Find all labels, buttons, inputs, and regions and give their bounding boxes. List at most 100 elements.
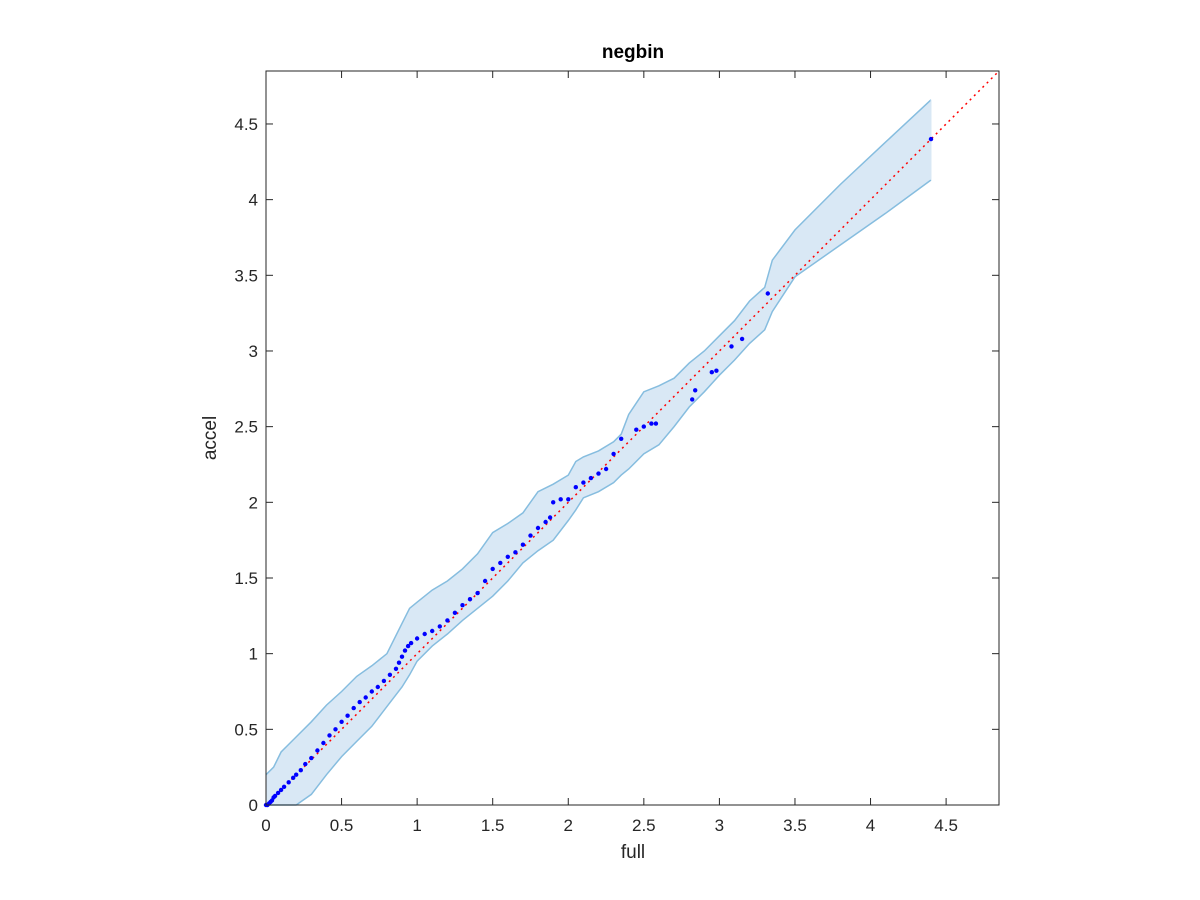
x-tick-label: 0 [261, 816, 270, 835]
data-point [430, 628, 435, 634]
data-point [603, 466, 609, 472]
data-point [513, 550, 518, 555]
reference-line [265, 70, 1000, 806]
x-tick-label: 2 [564, 816, 573, 835]
y-tick-label: 4 [249, 191, 258, 210]
data-point [393, 666, 399, 671]
data-point [490, 566, 495, 572]
data-point [581, 480, 586, 485]
y-tick-label: 0 [249, 796, 258, 815]
band-upper-edge [265, 99, 932, 776]
data-point [460, 603, 465, 608]
data-point [414, 636, 420, 641]
data-point [566, 497, 571, 502]
data-point [445, 618, 450, 623]
y-axis: 0 0.5 1 1.5 2 2.5 3 3.5 4 4.5 [234, 115, 999, 815]
data-point [543, 519, 548, 525]
data-point [928, 136, 934, 142]
y-tick-label: 3.5 [234, 266, 258, 285]
data-point [327, 733, 332, 738]
data-point [272, 793, 278, 799]
data-point [309, 755, 314, 761]
y-tick-label: 0.5 [234, 720, 258, 739]
data-point [693, 388, 698, 393]
data-point [452, 610, 458, 615]
x-tick-label: 4 [866, 816, 875, 835]
data-point [381, 678, 387, 684]
x-tick-label: 3.5 [783, 816, 807, 835]
data-point [278, 787, 284, 793]
data-point [321, 740, 326, 746]
y-tick-label: 2.5 [234, 418, 258, 437]
data-point [634, 427, 639, 432]
data-point [619, 436, 624, 441]
data-point [396, 660, 402, 665]
data-point [345, 713, 350, 718]
data-point [729, 344, 734, 349]
y-tick-label: 2 [249, 493, 258, 512]
data-point [303, 761, 308, 767]
data-point [291, 775, 296, 780]
data-point [408, 640, 414, 646]
y-tick-label: 3 [249, 342, 258, 361]
x-axis: 0 0.5 1 1.5 2 2.5 3 3.5 4 4.5 [261, 71, 958, 835]
axes-frame [265, 70, 1000, 806]
data-point [298, 768, 303, 773]
data-point [551, 500, 556, 505]
reference-line-layer [265, 70, 1000, 806]
data-point [498, 560, 503, 566]
y-tick-label: 1 [249, 645, 258, 664]
data-point [351, 705, 356, 711]
x-tick-label: 0.5 [330, 816, 354, 835]
data-point [375, 684, 380, 690]
data-point [520, 542, 526, 547]
x-tick-label: 3 [715, 816, 724, 835]
data-point [422, 631, 427, 637]
data-point [690, 397, 695, 402]
data-point [399, 654, 405, 659]
data-point [573, 485, 578, 490]
data-point [709, 370, 714, 375]
data-point [505, 554, 510, 559]
band-lower-edge [266, 179, 932, 806]
data-point [467, 597, 473, 602]
chart-title: negbin [602, 42, 664, 63]
data-point [653, 421, 659, 426]
data-point [281, 784, 287, 789]
data-point [482, 578, 488, 584]
x-tick-label: 2.5 [632, 816, 656, 835]
data-point [611, 451, 616, 457]
data-point [535, 525, 541, 531]
data-point [475, 590, 480, 596]
data-point [765, 291, 770, 296]
x-tick-label: 1 [412, 816, 421, 835]
data-point [357, 699, 362, 705]
data-point [641, 424, 646, 429]
data-point [588, 475, 594, 481]
y-axis-label: accel [200, 416, 221, 460]
data-point [339, 719, 344, 724]
y-tick-label: 4.5 [234, 115, 258, 134]
data-point [294, 772, 299, 777]
data-point [363, 695, 368, 700]
x-tick-label: 1.5 [481, 816, 505, 835]
data-point [528, 533, 533, 538]
x-axis-label: full [621, 842, 645, 863]
data-point [649, 421, 654, 426]
data-point [286, 780, 291, 785]
band-fill [266, 99, 931, 806]
data-point [387, 672, 393, 677]
data-point [405, 643, 411, 649]
y-tick-label: 1.5 [234, 569, 258, 588]
data-point [275, 790, 281, 796]
data-point [315, 748, 320, 753]
data-point [402, 648, 408, 653]
x-tick-label: 4.5 [934, 816, 958, 835]
data-point [596, 471, 601, 476]
data-point [369, 689, 374, 694]
data-point [714, 368, 719, 373]
data-point [558, 497, 563, 502]
data-points [263, 136, 934, 808]
data-point [547, 515, 553, 520]
